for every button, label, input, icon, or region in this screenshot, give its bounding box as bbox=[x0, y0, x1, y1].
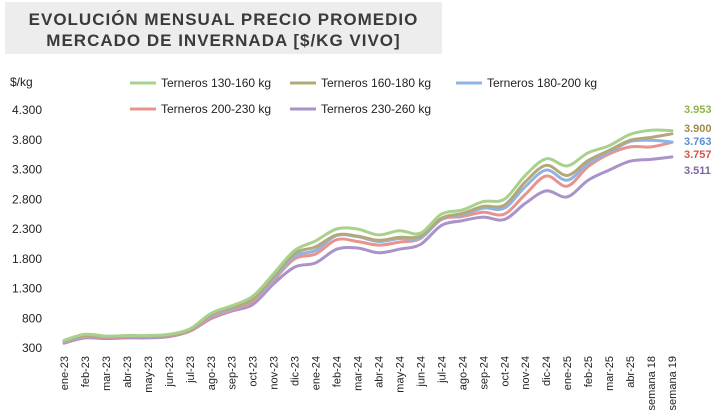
x-tick-label: ene-25 bbox=[562, 356, 574, 390]
x-tick-label: mar-25 bbox=[604, 356, 616, 391]
x-tick-label: may-24 bbox=[394, 356, 406, 393]
x-tick-label: mar-23 bbox=[101, 356, 113, 391]
x-tick-label: semana 18 bbox=[646, 356, 658, 410]
x-tick-label: jun-24 bbox=[415, 356, 427, 388]
x-tick-label: oct-24 bbox=[499, 356, 511, 387]
x-tick-label: feb-25 bbox=[583, 356, 595, 387]
x-tick-label: nov-24 bbox=[520, 356, 532, 390]
x-tick-label: jul-23 bbox=[185, 356, 197, 384]
y-tick-label: 1.300 bbox=[12, 282, 42, 296]
x-tick-label: nov-23 bbox=[269, 356, 281, 390]
y-tick-label: 800 bbox=[22, 311, 42, 325]
x-tick-label: ago-24 bbox=[457, 356, 469, 390]
x-tick-label: abr-23 bbox=[122, 356, 134, 388]
legend-label: Terneros 130-160 kg bbox=[161, 76, 271, 90]
x-tick-label: semana 19 bbox=[667, 356, 679, 410]
series-line-4 bbox=[62, 140, 674, 344]
y-tick-label: 2.300 bbox=[12, 222, 42, 236]
end-value-label: 3.953 bbox=[684, 104, 712, 116]
legend-label: Terneros 160-180 kg bbox=[321, 76, 431, 90]
legend-label: Terneros 230-260 kg bbox=[321, 102, 431, 116]
x-tick-label: abr-24 bbox=[373, 356, 385, 388]
end-value-label: 3.900 bbox=[684, 123, 712, 135]
chart-title-line-1: EVOLUCIÓN MENSUAL PRECIO PROMEDIO bbox=[28, 10, 419, 29]
y-tick-label: 2.800 bbox=[12, 192, 42, 206]
x-tick-label: may-23 bbox=[143, 356, 155, 393]
x-tick-label: sep-23 bbox=[227, 356, 239, 390]
x-tick-label: abr-25 bbox=[625, 356, 637, 388]
legend: Terneros 130-160 kg Terneros 160-180 kg Te… bbox=[130, 76, 597, 116]
x-tick-label: jul-24 bbox=[436, 356, 448, 384]
x-tick-label: sep-24 bbox=[478, 356, 490, 390]
y-tick-label: 3.300 bbox=[12, 163, 42, 177]
series-line-5 bbox=[62, 155, 674, 345]
y-tick-label: 1.800 bbox=[12, 252, 42, 266]
x-tick-label: ene-24 bbox=[311, 356, 323, 390]
x-tick-label: feb-24 bbox=[332, 356, 344, 387]
x-tick-label: feb-23 bbox=[80, 356, 92, 387]
x-tick-label: mar-24 bbox=[353, 356, 365, 391]
chart-title-line-2: MERCADO DE INVERNADA [$/KG VIVO] bbox=[46, 31, 401, 50]
series-line-2 bbox=[62, 132, 674, 343]
y-tick-label: 300 bbox=[22, 341, 42, 355]
x-tick-label: jun-23 bbox=[164, 356, 176, 388]
legend-label: Terneros 180-200 kg bbox=[487, 76, 597, 90]
series-line-3 bbox=[62, 138, 674, 343]
end-value-label: 3.511 bbox=[684, 165, 711, 177]
x-tick-label: dic-24 bbox=[541, 356, 553, 386]
x-tick-label: dic-23 bbox=[290, 356, 302, 386]
end-value-label: 3.757 bbox=[684, 149, 712, 161]
legend-label: Terneros 200-230 kg bbox=[161, 102, 271, 116]
x-tick-label: ene-23 bbox=[59, 356, 71, 390]
y-tick-label: 4.300 bbox=[12, 103, 42, 117]
y-axis-ticks: 300 800 1.300 1.800 2.300 2.800 3.300 3.800 4.30… bbox=[12, 103, 42, 355]
chart-title-box: EVOLUCIÓN MENSUAL PRECIO PROMEDIO MERCAD… bbox=[5, 2, 442, 54]
x-tick-label: oct-23 bbox=[248, 356, 260, 387]
series-line-1 bbox=[62, 128, 674, 342]
y-tick-label: 3.800 bbox=[12, 133, 42, 147]
end-value-label: 3.763 bbox=[684, 136, 712, 148]
series-lines bbox=[62, 128, 674, 345]
y-axis-unit-label: $/kg bbox=[10, 75, 33, 89]
x-tick-label: ago-23 bbox=[206, 356, 218, 390]
x-axis-ticks: ene-23 feb-23 mar-23 abr-23 may-23 jun-23 jul-… bbox=[59, 356, 679, 410]
